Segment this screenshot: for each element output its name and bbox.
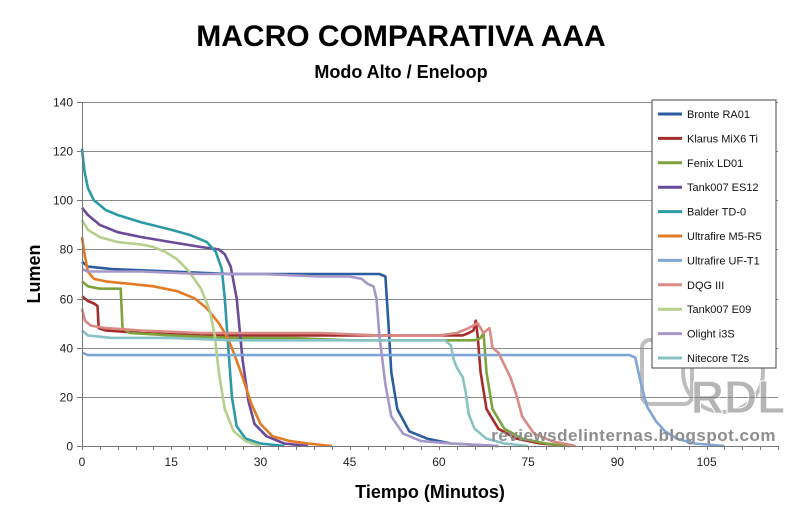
y-tick-label: 60 <box>60 293 74 307</box>
y-tick-label: 120 <box>53 145 73 159</box>
series-line-8 <box>80 219 261 448</box>
y-tick-label: 80 <box>60 243 74 257</box>
series-line-9 <box>81 267 499 448</box>
series-line-5 <box>80 236 332 448</box>
legend: Bronte RA01 Klarus MiX6 Ti Fenix LD01 Tank0… <box>651 99 777 369</box>
legend-label: Nitecore T2s <box>687 353 750 365</box>
x-tick-label: 15 <box>165 455 179 469</box>
legend-label: Tank007 E09 <box>687 304 751 316</box>
chart-title: MACRO COMPARATIVA AAA <box>196 20 605 53</box>
x-tick-label: 45 <box>343 455 357 469</box>
x-axis-title: Tiempo (Minutos) <box>355 482 505 502</box>
x-tick-label: 0 <box>79 455 86 469</box>
series-line-3 <box>80 206 309 448</box>
legend-label: Olight i3S <box>687 329 735 341</box>
series-line-10 <box>81 329 529 448</box>
rdl-logo-text: RDL <box>691 371 786 423</box>
chart-subtitle: Modo Alto / Eneloop <box>314 62 487 82</box>
x-tick-labels: 0 15 30 45 60 75 90 105 <box>79 455 717 469</box>
series-line-7 <box>80 308 576 448</box>
x-tick-label: 90 <box>611 455 625 469</box>
legend-label: Ultrafire UF-T1 <box>687 255 760 267</box>
legend-label: Balder TD-0 <box>687 207 746 219</box>
x-tick-label: 30 <box>254 455 268 469</box>
x-tick-label: 60 <box>432 455 446 469</box>
y-tick-label: 0 <box>66 440 73 454</box>
y-tick-label: 40 <box>60 342 74 356</box>
series-lines <box>80 148 725 448</box>
y-axis-title: Lumen <box>24 244 44 303</box>
x-tick-label: 75 <box>521 455 535 469</box>
x-tick-label: 105 <box>697 455 717 469</box>
legend-box <box>651 99 777 369</box>
legend-label: Klarus MiX6 Ti <box>687 133 758 145</box>
series-line-6 <box>81 351 725 448</box>
legend-label: DQG III <box>687 280 724 292</box>
legend-label: Bronte RA01 <box>687 109 750 121</box>
y-tick-labels: 0 20 40 60 80 100 120 140 <box>53 96 73 454</box>
y-tick-label: 100 <box>53 194 73 208</box>
watermark-url: reviewsdelinternas.blogspot.com <box>491 426 776 445</box>
legend-label: Fenix LD01 <box>687 158 743 170</box>
y-tick-label: 140 <box>53 96 73 110</box>
series-line-4 <box>80 148 285 448</box>
y-tick-label: 20 <box>60 391 74 405</box>
legend-label: Ultrafire M5-R5 <box>687 231 762 243</box>
legend-label: Tank007 ES12 <box>687 182 759 194</box>
